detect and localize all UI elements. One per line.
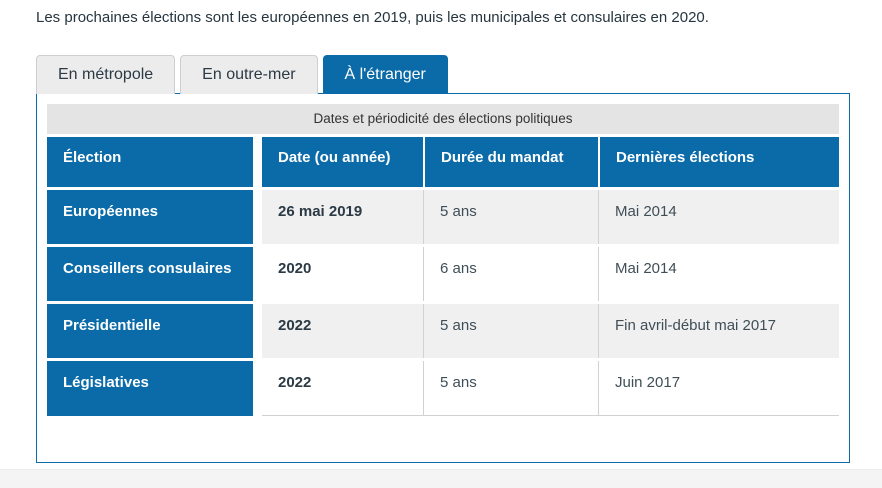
tab-bar: En métropole En outre-mer À l'étranger xyxy=(36,55,850,94)
cell-dernieres: Fin avril-début mai 2017 xyxy=(598,304,839,358)
row-header-legislatives: Législatives xyxy=(47,361,262,416)
cell-duree: 6 ans xyxy=(423,247,598,301)
page: Les prochaines élections sont les europé… xyxy=(36,9,850,463)
column-header-duree: Durée du mandat xyxy=(423,137,598,187)
row-header-europeennes: Européennes xyxy=(47,190,262,244)
cell-dernieres: Mai 2014 xyxy=(598,247,839,301)
tab-en-outre-mer[interactable]: En outre-mer xyxy=(180,55,318,94)
tab-en-metropole[interactable]: En métropole xyxy=(36,55,176,94)
table-row: Conseillers consulaires 2020 6 ans Mai 2… xyxy=(47,247,839,301)
cell-date: 26 mai 2019 xyxy=(262,190,423,244)
cell-duree: 5 ans xyxy=(423,304,598,358)
cell-date: 2022 xyxy=(262,304,423,358)
header-row: Élection Date (ou année) Durée du mandat… xyxy=(47,137,839,187)
column-header-dernieres: Dernières élections xyxy=(598,137,839,187)
row-header-presidentielle: Présidentielle xyxy=(47,304,262,358)
table-row: Présidentielle 2022 5 ans Fin avril-débu… xyxy=(47,304,839,358)
table-row: Législatives 2022 5 ans Juin 2017 xyxy=(47,361,839,416)
intro-text: Les prochaines élections sont les europé… xyxy=(36,9,709,26)
row-header-conseillers-consulaires: Conseillers consulaires xyxy=(47,247,262,301)
cell-dernieres: Juin 2017 xyxy=(598,361,839,416)
column-header-date: Date (ou année) xyxy=(262,137,423,187)
table-row: Européennes 26 mai 2019 5 ans Mai 2014 xyxy=(47,190,839,244)
cell-date: 2022 xyxy=(262,361,423,416)
cell-date: 2020 xyxy=(262,247,423,301)
tab-a-letranger[interactable]: À l'étranger xyxy=(322,55,448,94)
column-header-election: Élection xyxy=(47,137,262,187)
cell-duree: 5 ans xyxy=(423,361,598,416)
cell-duree: 5 ans xyxy=(423,190,598,244)
tab-panel: Dates et périodicité des élections polit… xyxy=(36,93,850,463)
table-caption: Dates et périodicité des élections polit… xyxy=(47,104,839,134)
cell-dernieres: Mai 2014 xyxy=(598,190,839,244)
page-bottom-band xyxy=(0,469,882,488)
elections-table: Dates et périodicité des élections polit… xyxy=(47,104,839,419)
